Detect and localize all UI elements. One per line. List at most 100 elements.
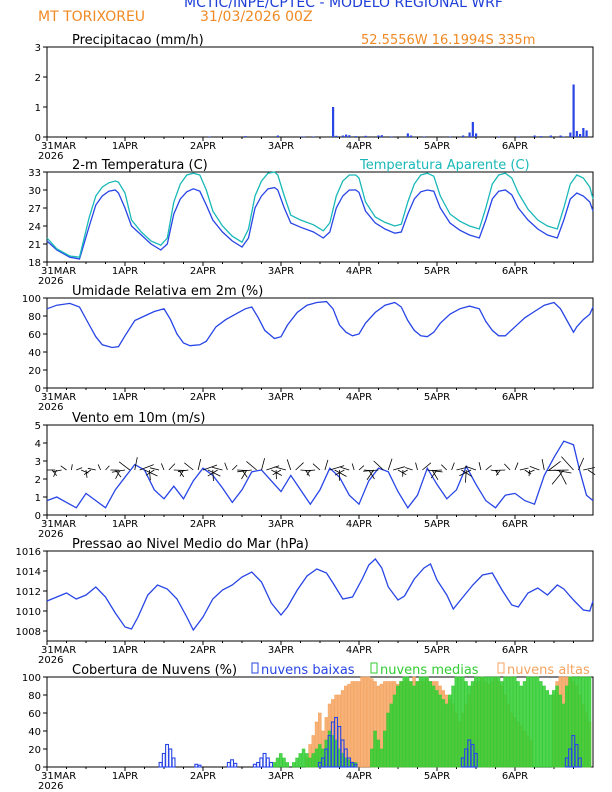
bar-nuvens-medias [454,676,459,768]
wind-barb [305,469,311,477]
legend-label-nuvens-altas: nuvens altas [507,663,590,678]
wind-barb [415,462,418,471]
bar-nuvens-medias [301,748,306,768]
y-tick-label-pressure: 1012 [16,587,41,598]
x-tick-label-temp: 2APR [190,266,216,277]
x-year-label-pressure: 2026 [38,655,63,666]
wind-barb [402,469,408,474]
wind-barb [503,463,511,471]
y-tick-label-temp: 33 [28,168,41,179]
x-tick-label-precip: 5APR [424,141,450,152]
bar-nuvens-baixas [197,764,202,768]
wind-barb [237,469,247,471]
series-line-temp-1 [46,171,594,258]
y-tick-label-precip: 2 [35,73,41,84]
wind-barb [366,469,374,481]
bar-nuvens-medias [545,690,550,768]
legend-label-nuvens-baixas: nuvens baixas [261,663,355,678]
y-tick-label-clouds: 80 [28,691,41,702]
wind-barb [202,464,218,471]
wind-barb [490,469,498,472]
bar-nuvens-medias [282,757,286,768]
x-tick-label-clouds: 3APR [268,771,294,782]
precip-bar [533,135,536,137]
x-tick-label-rh: 5APR [424,392,450,403]
bar-nuvens-medias [516,681,520,768]
wind-barb [266,465,280,471]
series-line-rh-0 [46,300,594,349]
x-tick-label-rh: 4APR [346,392,372,403]
bar-nuvens-baixas [233,762,238,768]
bar-nuvens-baixas [194,763,199,768]
precip-bar [332,107,335,137]
wind-barb [387,458,393,471]
y-tick-label-rh: 40 [28,348,41,359]
bar-nuvens-medias [292,762,296,768]
bar-nuvens-medias [376,739,381,768]
wind-barb [224,462,228,471]
bar-nuvens-medias [418,676,423,768]
bar-nuvens-medias [548,694,553,768]
wind-barb [334,469,347,477]
bar-nuvens-medias [565,685,569,768]
wind-barb [118,461,131,471]
bar-nuvens-medias [529,676,533,768]
y-tick-label-pressure: 1014 [16,567,41,578]
wind-barb [459,469,472,477]
precip-bar [575,131,578,137]
wind-barb [578,457,585,471]
wind-barb [272,469,282,476]
precip-bar [377,135,380,137]
bar-nuvens-baixas [262,752,267,768]
wind-barb [430,469,438,479]
precip-bar [462,135,465,137]
x-tick-label-precip: 4APR [346,141,372,152]
x-tick-label-pressure: 1APR [112,645,138,656]
bar-nuvens-medias [295,757,299,768]
bar-nuvens-baixas [165,743,170,768]
wind-barb [51,469,58,476]
x-tick-label-wind: 5APR [424,519,450,530]
series-line-pressure-0 [46,558,594,632]
wind-barb [558,469,567,485]
bar-nuvens-altas [350,681,355,768]
bar-nuvens-medias [279,753,283,768]
bar-nuvens-medias [451,685,455,768]
precip-bar [569,132,572,137]
wind-barb [207,469,221,477]
bar-nuvens-medias [311,753,316,768]
x-tick-label-precip: 31MAR [41,141,76,152]
wind-barb [527,469,535,474]
precip-bar [410,135,413,137]
precip-bar [302,136,305,137]
panel-title-temp: 2-m Temperatura (C) [72,158,208,173]
plot-frame-rh [46,297,594,389]
bar-nuvens-medias [500,681,504,768]
bar-nuvens-baixas [353,763,358,768]
y-tick-label-rh: 0 [35,384,41,395]
x-tick-label-clouds: 31MAR [41,771,76,782]
y-tick-label-pressure: 1010 [16,607,41,618]
wind-barb [587,469,596,476]
x-tick-label-precip: 2APR [190,141,216,152]
bar-nuvens-baixas [226,761,231,768]
wind-barb [295,462,304,471]
wind-barb [405,467,413,471]
y-tick-label-wind: 4 [35,439,41,450]
precip-bar [517,136,520,137]
wind-barb [431,469,442,472]
wind-barb [397,469,407,476]
bar-nuvens-medias [428,681,433,768]
bar-nuvens-medias [513,676,517,768]
wind-barb [211,466,223,471]
wind-barb [373,460,384,471]
wind-barb [324,459,329,471]
wind-barb [465,469,467,483]
precip-bar [380,135,383,137]
bar-nuvens-baixas [265,757,270,768]
run-datetime: 31/03/2026 00Z [200,9,313,25]
bar-nuvens-medias [392,694,397,768]
precip-bar [579,134,582,137]
bar-nuvens-medias [402,676,407,768]
